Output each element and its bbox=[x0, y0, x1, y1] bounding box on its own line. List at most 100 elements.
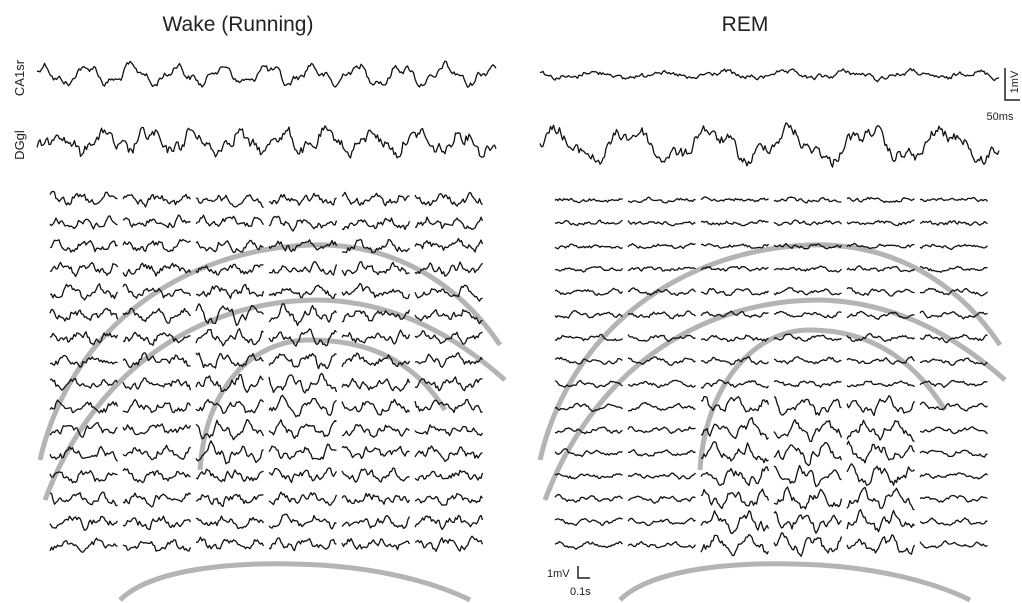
lfp-trace bbox=[49, 261, 119, 278]
lfp-trace bbox=[49, 445, 119, 462]
lfp-trace bbox=[919, 540, 988, 549]
lfp-trace bbox=[269, 261, 338, 276]
anatomy-outline bbox=[37, 242, 1007, 603]
lfp-trace bbox=[627, 242, 696, 250]
lfp-trace bbox=[341, 515, 411, 529]
scale-label: 1mV bbox=[547, 568, 570, 580]
lfp-trace bbox=[773, 242, 843, 250]
lfp-trace bbox=[700, 379, 770, 389]
lfp-trace bbox=[414, 309, 483, 325]
lfp-trace bbox=[919, 426, 988, 435]
scale-label: 1mV bbox=[1009, 70, 1021, 93]
lfp-trace bbox=[122, 398, 192, 414]
lfp-trace bbox=[773, 486, 843, 510]
lfp-trace bbox=[627, 266, 696, 272]
lfp-trace bbox=[341, 191, 410, 207]
lfp-trace bbox=[919, 196, 989, 203]
lfp-trace bbox=[122, 283, 192, 299]
lfp-trace bbox=[195, 515, 265, 530]
traces bbox=[36, 60, 1000, 557]
lfp-trace bbox=[36, 125, 497, 159]
lfp-trace bbox=[268, 394, 337, 418]
lfp-trace bbox=[554, 540, 623, 550]
lfp-trace bbox=[554, 356, 623, 365]
lfp-trace bbox=[700, 395, 770, 413]
lfp-trace bbox=[414, 514, 484, 531]
lfp-trace bbox=[195, 468, 264, 483]
lfp-trace bbox=[341, 467, 410, 483]
lfp-trace bbox=[919, 517, 988, 526]
lfp-trace bbox=[627, 220, 696, 227]
lfp-trace bbox=[846, 219, 915, 227]
channel-label: DGgl bbox=[12, 130, 27, 160]
lfp-trace bbox=[773, 419, 843, 443]
lfp-trace bbox=[627, 287, 696, 297]
lfp-trace bbox=[341, 423, 410, 438]
lfp-trace bbox=[700, 310, 769, 319]
lfp-trace bbox=[846, 508, 915, 533]
lfp-trace bbox=[414, 216, 484, 231]
lfp-trace bbox=[700, 243, 769, 250]
lfp-trace bbox=[919, 449, 988, 458]
lfp-trace bbox=[919, 379, 988, 389]
lfp-trace bbox=[700, 219, 769, 227]
lfp-trace bbox=[268, 419, 337, 440]
lfp-trace bbox=[49, 399, 119, 414]
lfp-trace bbox=[627, 449, 696, 457]
lfp-trace bbox=[49, 515, 119, 531]
lfp-trace bbox=[554, 333, 623, 342]
lfp-trace bbox=[49, 422, 118, 438]
lfp-trace bbox=[195, 283, 265, 299]
lfp-trace bbox=[414, 469, 484, 481]
lfp-trace bbox=[846, 440, 915, 464]
lfp-trace bbox=[627, 196, 696, 204]
lfp-trace bbox=[195, 493, 264, 508]
lfp-trace bbox=[773, 265, 842, 273]
lfp-trace bbox=[700, 287, 770, 297]
lfp-trace bbox=[846, 486, 915, 511]
lfp-trace bbox=[554, 265, 624, 273]
lfp-trace bbox=[773, 532, 843, 557]
lfp-trace bbox=[122, 492, 191, 508]
lfp-trace bbox=[49, 537, 118, 553]
lfp-trace bbox=[341, 238, 410, 254]
lfp-trace bbox=[122, 193, 192, 208]
lfp-trace bbox=[195, 263, 264, 276]
lfp-trace bbox=[122, 307, 191, 324]
lfp-trace bbox=[414, 445, 483, 463]
lfp-trace bbox=[268, 513, 337, 530]
lfp-trace bbox=[700, 488, 770, 510]
lfp-trace bbox=[539, 67, 1000, 83]
lfp-trace bbox=[341, 445, 410, 460]
lfp-trace bbox=[195, 398, 264, 414]
lfp-trace bbox=[414, 424, 484, 437]
lfp-trace bbox=[341, 377, 411, 392]
lfp-trace bbox=[341, 352, 411, 368]
lfp-trace bbox=[268, 372, 338, 394]
lfp-trace bbox=[627, 517, 696, 527]
lfp-trace bbox=[773, 286, 842, 296]
lfp-trace bbox=[341, 217, 411, 231]
lfp-trace bbox=[268, 284, 337, 299]
panel-title: REM bbox=[722, 13, 769, 36]
lfp-trace bbox=[122, 515, 192, 530]
lfp-trace bbox=[414, 535, 484, 552]
lfp-trace bbox=[700, 196, 769, 203]
lfp-trace bbox=[539, 122, 1000, 168]
lfp-trace bbox=[846, 265, 915, 273]
lfp-trace bbox=[268, 467, 338, 484]
lfp-trace bbox=[773, 511, 842, 534]
lfp-trace bbox=[414, 376, 483, 392]
lfp-trace bbox=[773, 442, 843, 467]
lfp-trace bbox=[341, 261, 410, 277]
lfp-trace bbox=[195, 536, 265, 550]
lfp-trace bbox=[49, 307, 119, 322]
lfp-trace bbox=[122, 331, 191, 346]
lfp-trace bbox=[919, 310, 988, 320]
lfp-trace bbox=[268, 443, 337, 461]
lfp-trace bbox=[554, 472, 623, 480]
lfp-trace bbox=[195, 328, 264, 347]
lfp-trace bbox=[700, 265, 769, 272]
lfp-trace bbox=[846, 534, 916, 555]
lfp-trace bbox=[341, 398, 411, 416]
